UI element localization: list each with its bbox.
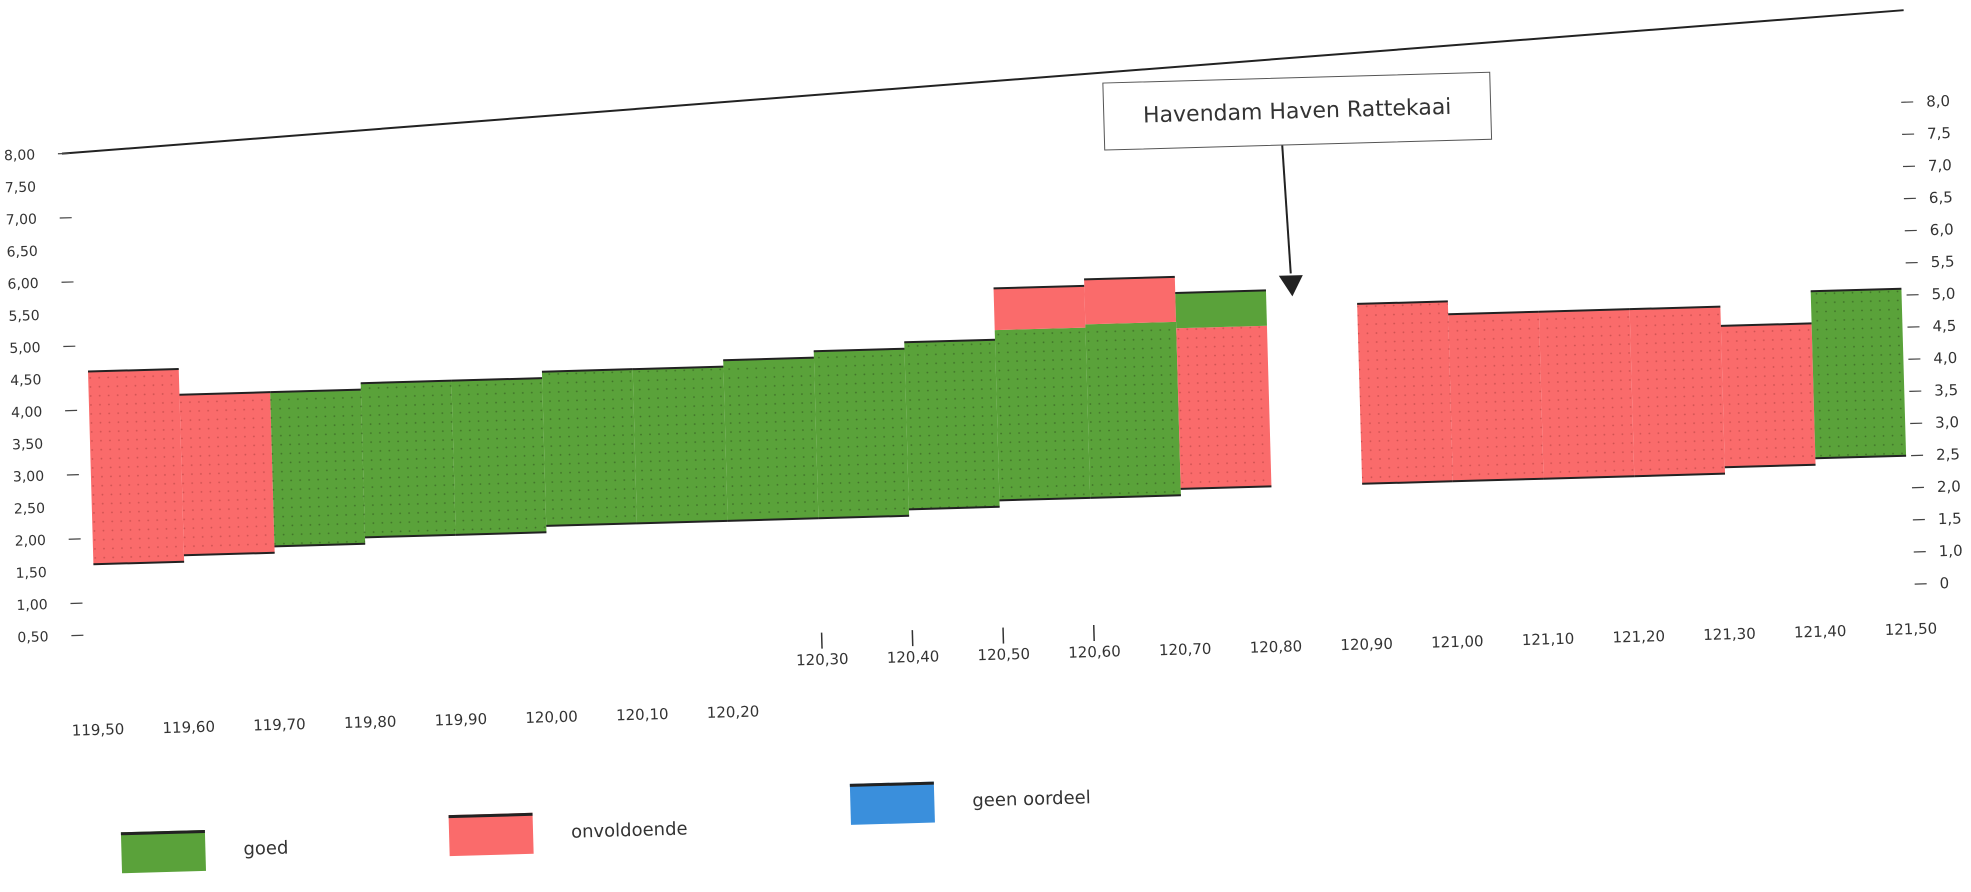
bar-segment-texture xyxy=(361,381,456,538)
y-right-tick-label: 3,5 xyxy=(1934,381,1958,400)
x-tick-label: 121,00 xyxy=(1431,632,1484,651)
x-tick-label: 119,90 xyxy=(434,710,487,729)
y-right-tick-label: 8,0 xyxy=(1926,92,1950,111)
x-tick-label: 120,70 xyxy=(1159,640,1212,659)
y-left-tick-label: 1,00 xyxy=(16,597,48,614)
x-tick-label: 120,90 xyxy=(1340,635,1393,654)
y-right-tick-label: 1,0 xyxy=(1939,542,1963,561)
bar-segment-texture xyxy=(995,328,1090,501)
bar-segment-texture xyxy=(904,340,999,510)
y-left-tick-label: 6,00 xyxy=(7,276,39,293)
y-right-tick-label: 4,5 xyxy=(1932,317,1956,336)
x-tick-label: 120,00 xyxy=(525,707,578,726)
y-right-tick-label: 4,0 xyxy=(1933,349,1957,368)
bar-segment-texture xyxy=(1357,301,1453,483)
y-right-tick-label: 7,5 xyxy=(1927,124,1951,143)
y-right-tick-label: 5,0 xyxy=(1931,285,1955,304)
bar-segment-texture xyxy=(1721,323,1816,467)
annotation-arrow-line xyxy=(1282,143,1291,273)
y-left-tick-label: 2,00 xyxy=(15,533,47,550)
bar-segment-upper xyxy=(1175,290,1267,328)
bar-segment-texture xyxy=(451,378,546,535)
y-left-tick-label: 5,00 xyxy=(9,340,41,357)
x-tick-label: 121,40 xyxy=(1794,622,1847,641)
bar-segment-texture xyxy=(179,392,274,555)
y-left-tick-label: 5,50 xyxy=(8,308,40,325)
y-right-tick-label: 6,5 xyxy=(1929,188,1953,207)
annotation-callout: Havendam Haven Rattekaai xyxy=(1102,72,1492,151)
y-left-tick-label: 3,00 xyxy=(13,469,45,486)
y-right-tick-label: 6,0 xyxy=(1930,220,1954,239)
x-tick-label: 120,40 xyxy=(887,647,940,666)
x-tick-label: 119,80 xyxy=(344,713,397,732)
annotation-arrow-head xyxy=(1279,275,1304,297)
y-left-tick-label: 7,00 xyxy=(6,212,38,229)
y-left-tick-label: 7,50 xyxy=(5,180,37,197)
y-right-tick-label: 0 xyxy=(1939,574,1949,592)
bar-segment-texture xyxy=(88,369,184,564)
y-left-tick-label: 1,50 xyxy=(15,565,47,582)
bar-segment-texture xyxy=(1811,289,1906,459)
bar-segment-texture xyxy=(1176,326,1271,489)
legend-swatch-geen-oordeel xyxy=(850,782,935,825)
legend-item-geen-oordeel: geen oordeel xyxy=(850,777,1091,825)
y-left-tick-label: 2,50 xyxy=(14,501,46,518)
y-left-tick-label: 6,50 xyxy=(6,244,38,261)
bar-segment-texture xyxy=(723,358,818,521)
legend-label-goed: goed xyxy=(243,838,289,860)
legend-swatch-onvoldoende xyxy=(449,813,534,856)
bar-segment-texture xyxy=(1448,312,1543,482)
x-tick-label: 120,50 xyxy=(977,645,1030,664)
chart-top-line xyxy=(59,10,1906,153)
x-tick-label: 120,60 xyxy=(1068,642,1121,661)
y-left-tick-label: 4,50 xyxy=(10,372,42,389)
y-right-tick-label: 5,5 xyxy=(1930,253,1954,272)
legend-swatch-goed xyxy=(121,830,206,873)
legend-item-onvoldoende: onvoldoende xyxy=(449,808,689,856)
x-tick-label: 120,80 xyxy=(1249,637,1302,656)
y-left-tick-label: 8,00 xyxy=(4,147,36,164)
y-right-tick-label: 7,0 xyxy=(1928,156,1952,175)
bar-segment-texture xyxy=(1630,307,1725,477)
x-tick-label: 119,50 xyxy=(72,720,125,739)
bar-segment-texture xyxy=(1085,322,1181,498)
y-left-tick-label: 3,50 xyxy=(12,437,44,454)
x-tick-label: 120,20 xyxy=(707,702,760,721)
x-tick-label: 119,60 xyxy=(162,718,215,737)
legend-label-onvoldoende: onvoldoende xyxy=(571,818,688,842)
y-right-tick-label: 2,0 xyxy=(1937,477,1961,496)
y-left-tick-label: 4,00 xyxy=(11,404,43,421)
bar-segment-upper xyxy=(994,286,1086,330)
x-tick-label: 120,30 xyxy=(796,650,849,669)
y-right-tick-label: 3,0 xyxy=(1935,413,1959,432)
bar-segment-texture xyxy=(1539,309,1634,479)
legend-item-goed: goed xyxy=(121,828,289,874)
y-right-tick-label: 1,5 xyxy=(1938,509,1962,528)
x-tick-label: 120,10 xyxy=(616,705,669,724)
bar-segment-texture xyxy=(814,349,909,519)
y-left-tick-label: 0,50 xyxy=(17,629,49,646)
x-tick-label: 121,30 xyxy=(1703,625,1756,644)
bar-segment-texture xyxy=(633,367,728,524)
y-right-tick-label: 2,5 xyxy=(1936,445,1960,464)
x-tick-label: 121,20 xyxy=(1612,627,1665,646)
x-tick-label: 119,70 xyxy=(253,715,306,734)
bar-segment-texture xyxy=(542,369,637,526)
legend-label-geen-oordeel: geen oordeel xyxy=(972,787,1091,811)
x-tick-label: 121,10 xyxy=(1522,630,1575,649)
bar-segment-texture xyxy=(270,390,365,547)
x-tick-label: 121,50 xyxy=(1884,619,1937,638)
bar-segment-upper xyxy=(1084,277,1176,325)
